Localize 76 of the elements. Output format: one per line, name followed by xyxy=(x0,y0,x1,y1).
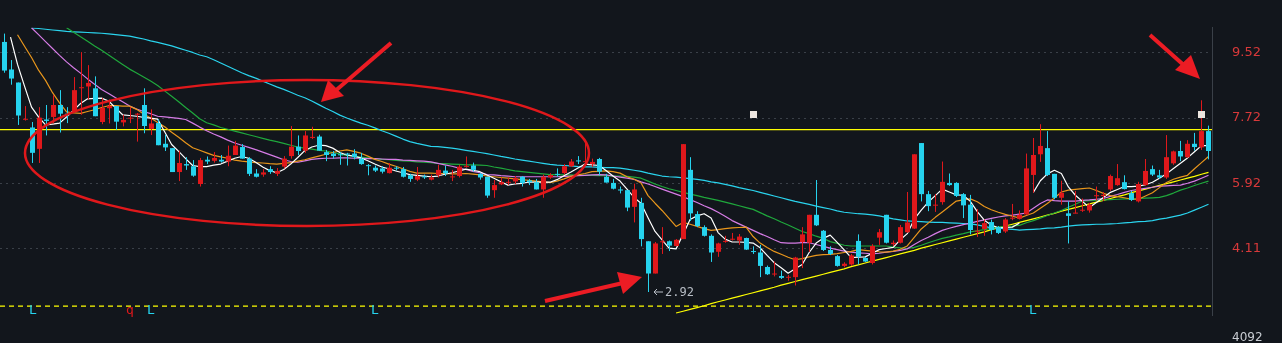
candlestick xyxy=(310,126,315,140)
candlestick xyxy=(856,233,861,265)
candlestick xyxy=(450,169,455,182)
candlestick xyxy=(198,157,203,188)
candlestick xyxy=(100,97,105,125)
candlestick xyxy=(135,112,140,143)
candlestick xyxy=(821,229,826,252)
annotation: 2.92 xyxy=(665,285,694,299)
candlestick xyxy=(709,233,714,263)
candlestick xyxy=(72,76,77,114)
candlestick xyxy=(51,94,56,124)
candlestick xyxy=(541,174,546,199)
candlestick xyxy=(660,226,665,255)
candlestick xyxy=(975,208,980,238)
candlestick xyxy=(9,59,14,86)
candlestick xyxy=(303,130,308,154)
candlestick xyxy=(177,150,182,182)
candlestick xyxy=(1010,203,1015,221)
candlestick xyxy=(394,165,399,172)
candlestick xyxy=(1038,123,1043,163)
candlestick xyxy=(366,163,371,176)
candlestick xyxy=(289,125,294,160)
text: 4092 xyxy=(1232,330,1263,343)
candlestick xyxy=(1178,140,1183,162)
candlestick xyxy=(947,172,952,187)
candlestick xyxy=(142,87,147,134)
candlestick xyxy=(345,152,350,167)
candlestick xyxy=(800,226,805,269)
candlestick xyxy=(555,167,560,178)
candlestick xyxy=(793,256,798,286)
candlestick xyxy=(870,243,875,265)
candlestick xyxy=(933,193,938,213)
candlestick xyxy=(1052,173,1057,200)
candlestick xyxy=(1073,190,1078,214)
candlestick xyxy=(226,145,231,167)
candlestick xyxy=(1031,137,1036,194)
candlestick xyxy=(1164,134,1169,180)
candlestick xyxy=(758,244,763,278)
candlestick xyxy=(58,89,63,134)
annotation: L xyxy=(29,302,37,317)
candlestick xyxy=(1059,180,1064,206)
annotation: L xyxy=(371,302,379,317)
candlestick xyxy=(86,64,91,101)
candlestick xyxy=(1094,186,1099,202)
candlestick xyxy=(128,106,133,124)
candlestick xyxy=(1136,181,1141,203)
candlestick xyxy=(1115,163,1120,187)
candlestick xyxy=(625,189,630,212)
candlestick xyxy=(149,108,154,136)
y-tick-label: 9.52 xyxy=(1232,44,1261,60)
annotation: L xyxy=(1029,302,1037,317)
candlestick xyxy=(1143,158,1148,187)
annotation: q xyxy=(126,302,134,317)
candlestick xyxy=(79,51,84,116)
candlestick xyxy=(814,179,819,227)
candlestick xyxy=(44,104,49,136)
candlestick xyxy=(23,105,28,122)
candlestick xyxy=(114,105,119,131)
candlestick xyxy=(961,192,966,219)
y-tick-label: 5.92 xyxy=(1232,174,1261,190)
candlestick xyxy=(464,155,469,169)
candlestick xyxy=(632,183,637,223)
candlestick xyxy=(296,134,301,156)
candlestick xyxy=(107,99,112,124)
y-tick-label: 7.72 xyxy=(1232,109,1261,125)
y-tick-label: 4.11 xyxy=(1232,240,1261,256)
candlestick xyxy=(1080,198,1085,213)
candlestick xyxy=(940,161,945,206)
candlestick xyxy=(338,151,343,166)
candlestick xyxy=(1199,99,1204,151)
candlestick xyxy=(905,191,910,234)
candlestick xyxy=(247,156,252,177)
candlestick xyxy=(1206,125,1211,160)
candlestick xyxy=(926,190,931,212)
candlestick xyxy=(156,118,161,146)
annotation: L xyxy=(147,302,155,317)
